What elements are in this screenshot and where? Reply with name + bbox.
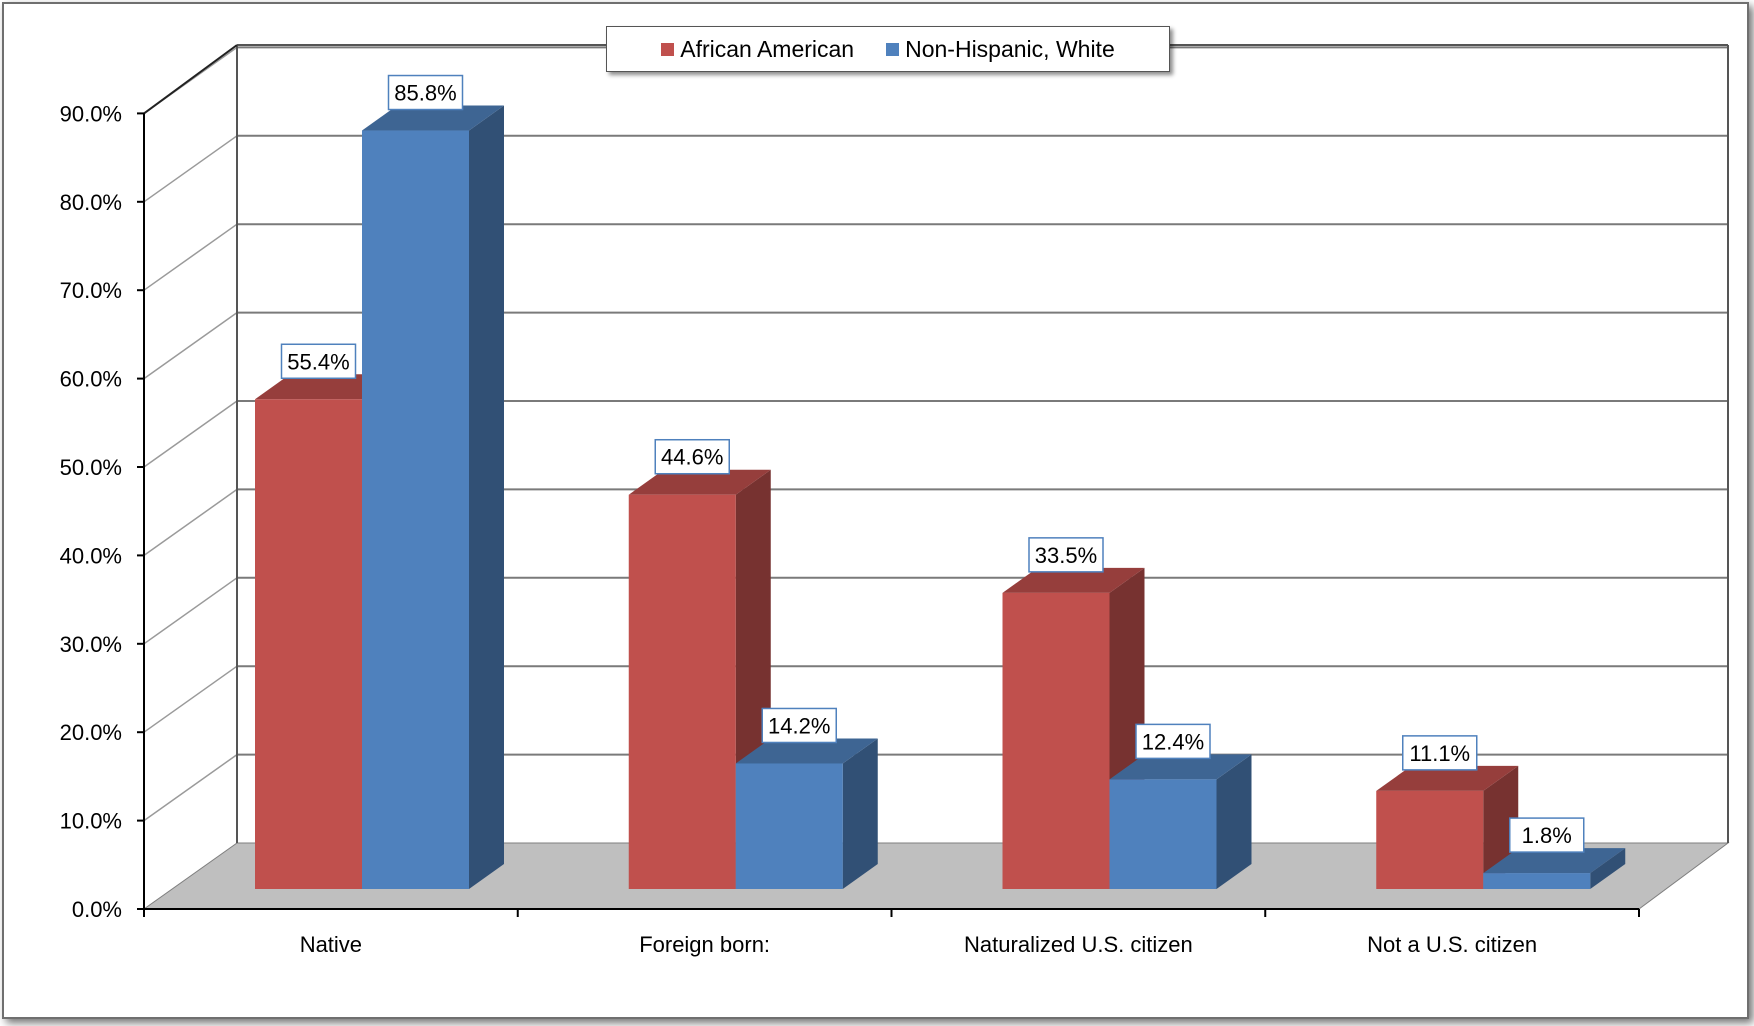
legend-item-african-american: African American <box>661 36 854 63</box>
x-tick-label: Naturalized U.S. citizen <box>964 932 1193 957</box>
bar-side <box>469 105 504 889</box>
bar-side <box>1590 848 1626 889</box>
x-tick-label: Foreign born: <box>639 932 770 957</box>
gridline-diagonal <box>143 753 238 822</box>
legend-label-african-american: African American <box>680 35 855 62</box>
bar <box>735 763 843 889</box>
data-label-box <box>1402 735 1478 771</box>
data-label: 85.8% <box>394 81 456 106</box>
y-tick-label: 70.0% <box>60 278 122 303</box>
data-label: 55.4% <box>287 349 349 374</box>
bar <box>1483 873 1591 889</box>
data-label: 44.6% <box>661 445 723 470</box>
data-label: 33.5% <box>1035 543 1097 568</box>
gridline-diagonal <box>143 223 238 291</box>
gridline-diagonal <box>143 665 238 733</box>
y-tick-label: 80.0% <box>60 190 122 215</box>
data-label: 12.4% <box>1142 729 1204 754</box>
y-tick-label: 10.0% <box>60 809 122 834</box>
y-tick-label: 0.0% <box>72 897 122 922</box>
chart-plot: 0.0% 10.0% 20.0% 30.0% 40.0% 50.0% 60.0% 70.0% 8… <box>60 44 1730 957</box>
bar-top <box>1002 567 1145 593</box>
bar <box>1109 779 1217 889</box>
bar-top <box>255 374 397 400</box>
y-tick-label: 90.0% <box>60 101 122 126</box>
legend-swatch-african-american <box>661 42 675 56</box>
y-tick-label: 30.0% <box>60 632 122 657</box>
bar-top <box>735 738 878 764</box>
gridline-diagonal <box>143 400 238 468</box>
bar-top <box>628 469 771 495</box>
bar-side <box>842 738 878 889</box>
x-tick-label: Native <box>300 932 362 957</box>
data-label-box <box>1028 537 1104 573</box>
bar <box>362 130 469 889</box>
data-label-box <box>1509 817 1585 853</box>
bar-top <box>362 105 504 131</box>
bar <box>1376 790 1484 889</box>
data-label-box <box>280 343 357 380</box>
bar-top <box>1109 754 1252 780</box>
data-label-box <box>1135 723 1211 760</box>
data-label-box <box>654 438 730 475</box>
bar <box>628 494 736 889</box>
gridline-diagonal <box>143 488 238 557</box>
data-label-box <box>761 707 837 744</box>
data-label: 14.2% <box>768 713 830 738</box>
gridline-diagonal <box>143 577 238 645</box>
bar <box>255 399 362 889</box>
y-tick-label: 20.0% <box>60 720 122 745</box>
x-tick-label: Not a U.S. citizen <box>1367 932 1537 957</box>
y-tick-label: 50.0% <box>60 455 122 480</box>
legend-item-non-hispanic-white: Non-Hispanic, White <box>886 36 1115 63</box>
y-tick-label: 60.0% <box>60 367 122 392</box>
y-tick-label: 40.0% <box>60 543 122 568</box>
gridline-diagonal <box>143 311 238 380</box>
legend: African American Non-Hispanic, White <box>606 26 1170 72</box>
bar-side <box>1216 754 1252 889</box>
gridline-diagonal <box>143 135 238 203</box>
bar-top <box>1483 848 1626 874</box>
legend-label-non-hispanic-white: Non-Hispanic, White <box>905 35 1115 62</box>
bar-top <box>1376 765 1519 791</box>
data-label: 11.1% <box>1409 741 1470 766</box>
legend-swatch-non-hispanic-white <box>886 42 900 56</box>
data-label-box <box>387 74 464 111</box>
data-label: 1.8% <box>1522 823 1572 848</box>
side-wall-top-edge <box>143 44 238 115</box>
bar <box>1002 592 1110 889</box>
